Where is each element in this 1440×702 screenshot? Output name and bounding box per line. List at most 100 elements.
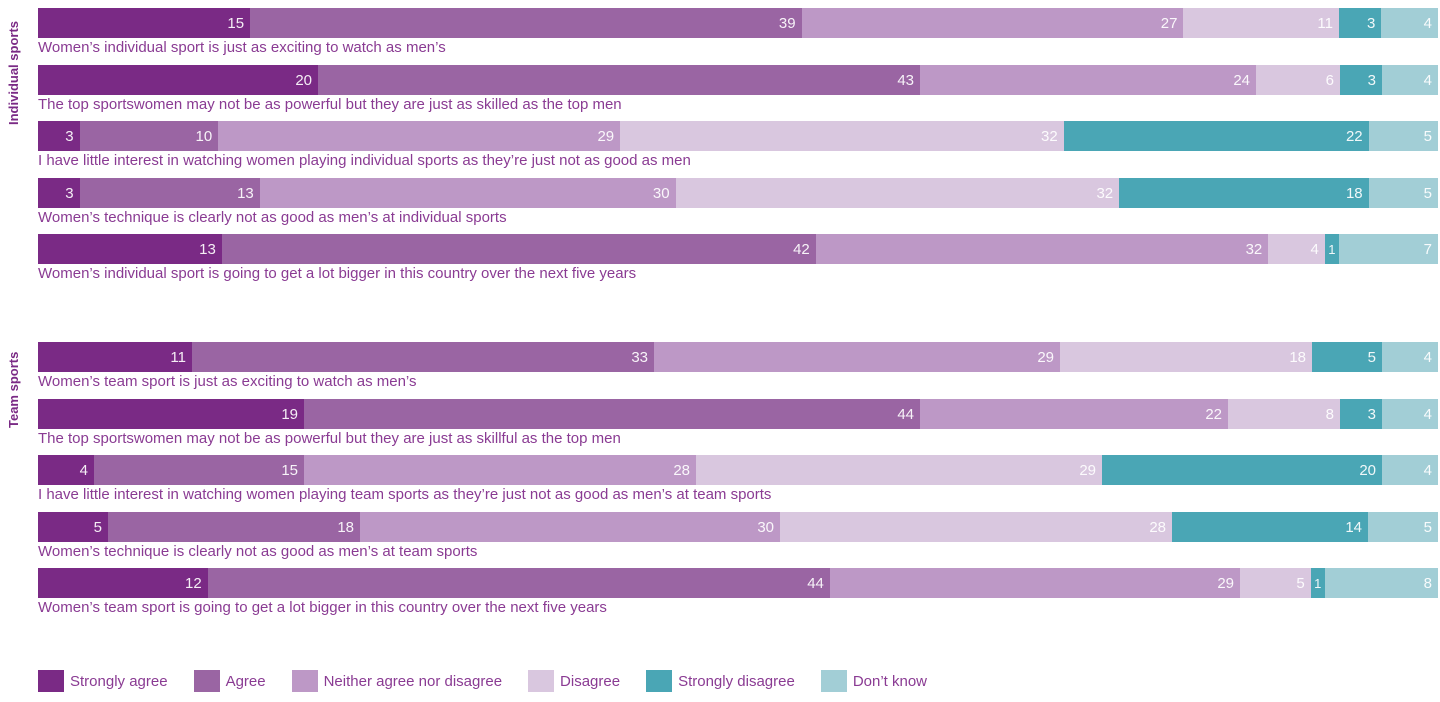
legend-swatch: [528, 670, 555, 692]
row-label: I have little interest in watching women…: [38, 486, 772, 503]
bar-segment: 18: [1119, 178, 1369, 208]
bar-row: 19 44 22 8 3 4: [38, 399, 1438, 429]
bar-row: 5 18 30 28 14 5: [38, 512, 1438, 542]
bar-segment: 11: [38, 342, 192, 372]
legend-swatch: [291, 670, 318, 692]
bar-segment: 3: [1340, 399, 1382, 429]
legend-swatch: [38, 670, 64, 692]
bar-segment: 29: [218, 121, 621, 151]
row-label: Women’s individual sport is just as exci…: [38, 39, 446, 56]
legend-label: Neither agree nor disagree: [323, 672, 503, 690]
bar-row: 11 33 29 18 5 4: [38, 342, 1438, 372]
legend-swatch: [820, 670, 847, 692]
bar-segment: 12: [38, 568, 208, 598]
bar-row: 13 42 32 4 1 7: [38, 234, 1438, 264]
bar-segment: 1: [1310, 568, 1325, 598]
bar-segment: 20: [1102, 455, 1382, 485]
bar-segment: 4: [1382, 65, 1438, 95]
group-label: Individual sports: [6, 21, 21, 126]
bar-segment: 13: [79, 178, 260, 208]
bar-segment: 22: [1063, 121, 1369, 151]
bar-segment: 4: [1268, 234, 1325, 264]
row-label: The top sportswomen may not be as powerf…: [38, 96, 622, 113]
group-label: Team sports: [6, 351, 21, 428]
bar-segment: 4: [1382, 399, 1438, 429]
bar-segment: 29: [696, 455, 1102, 485]
legend-item: Strongly disagree: [646, 670, 795, 692]
bar-segment: 20: [38, 65, 318, 95]
bar-segment: 5: [1368, 121, 1438, 151]
bar-segment: 30: [259, 178, 676, 208]
bar-segment: 5: [38, 512, 108, 542]
bar-segment: 32: [675, 178, 1120, 208]
row-label: Women’s team sport is just as exciting t…: [38, 373, 417, 390]
legend-label: Strongly disagree: [678, 672, 795, 690]
legend-label: Agree: [225, 672, 266, 690]
bar-segment: 24: [920, 65, 1256, 95]
bar-row: 4 15 28 29 20 4: [38, 455, 1438, 485]
bar-segment: 32: [815, 234, 1269, 264]
bar-segment: 18: [108, 512, 360, 542]
bar-segment: 44: [304, 399, 920, 429]
bar-row: 3 13 30 32 18 5: [38, 178, 1438, 208]
chart-legend: Strongly agree Agree Neither agree nor dis…: [38, 670, 953, 692]
bar-segment: 32: [620, 121, 1064, 151]
bar-segment: 22: [920, 399, 1228, 429]
bar-segment: 4: [1381, 8, 1438, 38]
bar-segment: 11: [1183, 8, 1339, 38]
bar-row: 3 10 29 32 22 5: [38, 121, 1438, 151]
bar-segment: 4: [1382, 342, 1438, 372]
bar-segment: 30: [360, 512, 780, 542]
row-label: Women’s technique is clearly not as good…: [38, 543, 478, 560]
bar-segment: 4: [38, 455, 94, 485]
row-label: The top sportswomen may not be as powerf…: [38, 430, 621, 447]
bar-segment: 42: [221, 234, 816, 264]
bar-segment: 19: [38, 399, 304, 429]
bar-row: 12 44 29 5 1 8: [38, 568, 1438, 598]
bar-segment: 8: [1324, 568, 1438, 598]
legend-label: Strongly agree: [70, 672, 168, 690]
bar-segment: 5: [1240, 568, 1311, 598]
bar-segment: 44: [207, 568, 830, 598]
bar-segment: 15: [38, 8, 251, 38]
bar-segment: 28: [780, 512, 1172, 542]
bar-segment: 14: [1172, 512, 1368, 542]
bar-segment: 43: [318, 65, 920, 95]
bar-segment: 1: [1324, 234, 1339, 264]
row-label: I have little interest in watching women…: [38, 152, 691, 169]
bar-segment: 13: [38, 234, 222, 264]
legend-item: Agree: [193, 670, 266, 692]
bar-segment: 5: [1368, 512, 1438, 542]
bar-segment: 15: [94, 455, 304, 485]
row-label: Women’s technique is clearly not as good…: [38, 209, 507, 226]
legend-item: Strongly agree: [38, 670, 168, 692]
bar-segment: 6: [1256, 65, 1340, 95]
bar-segment: 28: [304, 455, 696, 485]
legend-label: Disagree: [560, 672, 621, 690]
bar-row: 15 39 27 11 3 4: [38, 8, 1438, 38]
bar-segment: 33: [192, 342, 654, 372]
bar-segment: 3: [1340, 65, 1382, 95]
bar-segment: 3: [38, 121, 80, 151]
bar-segment: 18: [1060, 342, 1312, 372]
row-label: Women’s individual sport is going to get…: [38, 265, 637, 282]
legend-label: Don’t know: [852, 672, 928, 690]
bar-segment: 5: [1368, 178, 1438, 208]
bar-segment: 29: [829, 568, 1240, 598]
legend-item: Disagree: [528, 670, 620, 692]
bar-segment: 5: [1312, 342, 1382, 372]
bar-segment: 10: [79, 121, 219, 151]
legend-item: Don’t know: [820, 670, 928, 692]
bar-row: 20 43 24 6 3 4: [38, 65, 1438, 95]
bar-segment: 29: [654, 342, 1060, 372]
bar-segment: 4: [1382, 455, 1438, 485]
bar-segment: 3: [38, 178, 80, 208]
bar-segment: 7: [1338, 234, 1438, 264]
bar-segment: 27: [801, 8, 1184, 38]
legend-item: Neither agree nor disagree: [291, 670, 503, 692]
bar-segment: 39: [250, 8, 802, 38]
bar-segment: 8: [1228, 399, 1340, 429]
legend-swatch: [646, 670, 673, 692]
row-label: Women’s team sport is going to get a lot…: [38, 599, 607, 616]
